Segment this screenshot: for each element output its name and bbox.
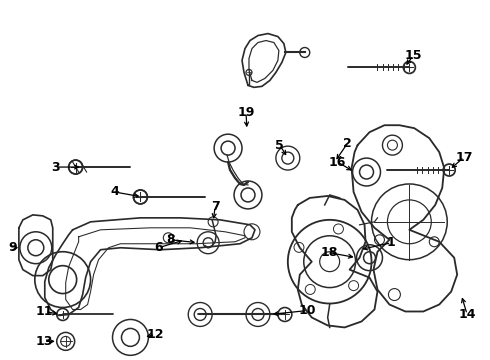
Text: 15: 15 (405, 49, 422, 62)
Text: 12: 12 (147, 328, 164, 341)
Text: 10: 10 (299, 304, 317, 317)
Text: 16: 16 (329, 156, 346, 168)
Text: 7: 7 (211, 201, 220, 213)
Text: 8: 8 (166, 233, 174, 246)
Text: 13: 13 (35, 335, 52, 348)
Text: 17: 17 (455, 150, 473, 163)
Text: 6: 6 (154, 241, 163, 254)
Text: 4: 4 (110, 185, 119, 198)
Text: 2: 2 (343, 137, 352, 150)
Text: 9: 9 (9, 241, 17, 254)
Text: 1: 1 (387, 236, 396, 249)
Text: 14: 14 (458, 308, 476, 321)
Text: 18: 18 (321, 246, 339, 259)
Text: 3: 3 (51, 161, 60, 174)
Text: 5: 5 (275, 139, 284, 152)
Text: 11: 11 (36, 305, 53, 318)
Text: 19: 19 (237, 106, 255, 119)
